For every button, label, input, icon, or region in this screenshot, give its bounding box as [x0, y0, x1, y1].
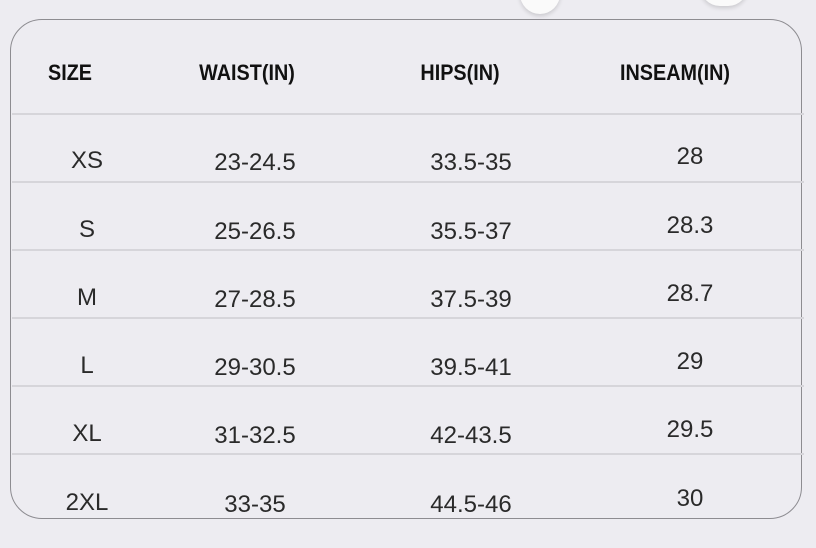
cell-inseam: 30 — [676, 485, 704, 512]
cell-hips: 42-43.5 — [430, 422, 512, 449]
header-hips: HIPS(IN) — [420, 60, 500, 85]
cell-waist: 29-30.5 — [214, 354, 296, 381]
row-divider — [12, 385, 804, 387]
cell-waist: 25-26.5 — [214, 218, 296, 245]
cell-waist: 23-24.5 — [214, 149, 296, 176]
size-chart-table — [10, 19, 802, 519]
cell-hips: 44.5-46 — [430, 491, 512, 518]
cell-inseam: 28 — [676, 143, 704, 170]
cell-size: XL — [72, 420, 102, 447]
cell-waist: 31-32.5 — [214, 422, 296, 449]
row-divider — [12, 317, 804, 319]
row-divider — [12, 181, 804, 183]
cell-waist: 27-28.5 — [214, 286, 296, 313]
header-inseam: INSEAM(IN) — [620, 60, 730, 85]
row-divider — [12, 453, 804, 455]
cell-size: M — [77, 284, 97, 311]
cell-size: S — [78, 216, 96, 243]
header-waist: WAIST(IN) — [199, 60, 295, 85]
cell-inseam: 29 — [676, 348, 704, 375]
cell-inseam: 29.5 — [666, 416, 714, 443]
cell-size: XS — [70, 147, 104, 174]
row-divider — [12, 249, 804, 251]
cell-hips: 39.5-41 — [430, 354, 512, 381]
cell-hips: 35.5-37 — [430, 218, 512, 245]
cell-inseam: 28.7 — [666, 280, 714, 307]
cell-hips: 33.5-35 — [430, 149, 512, 176]
decorative-shape — [520, 0, 560, 14]
cell-size: 2XL — [65, 489, 109, 516]
cell-inseam: 28.3 — [666, 212, 714, 239]
cell-hips: 37.5-39 — [430, 286, 512, 313]
cell-waist: 33-35 — [224, 491, 286, 518]
cell-size: L — [80, 352, 94, 379]
decorative-shape — [700, 0, 748, 6]
header-size: SIZE — [47, 60, 93, 85]
row-divider — [12, 113, 804, 115]
